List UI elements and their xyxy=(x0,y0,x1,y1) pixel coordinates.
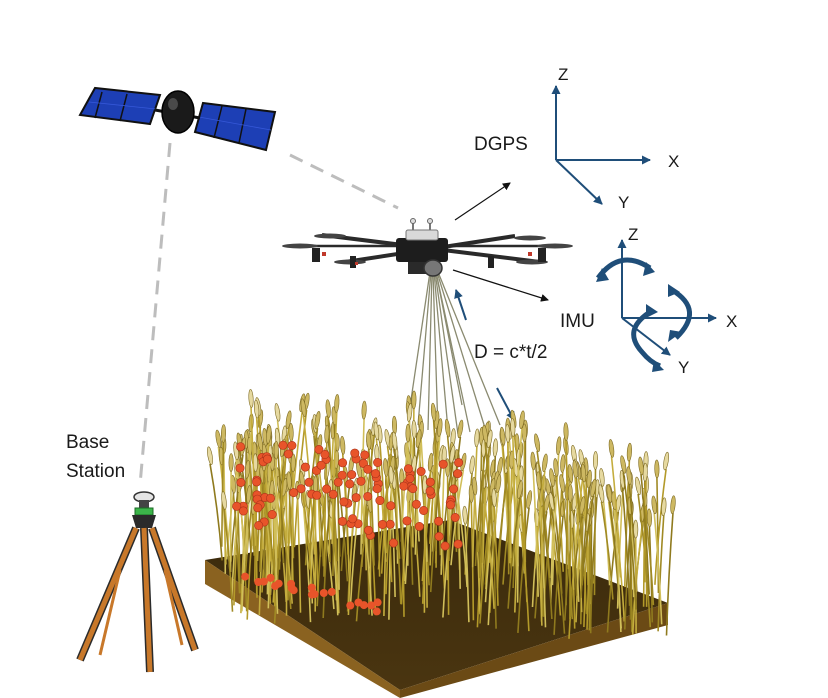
dgps-x-label: X xyxy=(668,152,679,171)
laser-beams xyxy=(407,271,501,435)
sampled-points xyxy=(232,440,464,616)
imu-z-label: Z xyxy=(628,225,638,244)
base-station-tripod-icon xyxy=(76,491,199,673)
signal-line-uav xyxy=(289,153,399,210)
satellite-icon xyxy=(78,86,277,152)
pulse-up-arrow xyxy=(454,289,467,321)
wheat-canopy xyxy=(207,389,676,639)
dgps-label: DGPS xyxy=(474,134,528,155)
dgps-y-label: Y xyxy=(618,193,629,212)
drone-icon xyxy=(282,218,573,277)
dgps-pointer-arrow xyxy=(454,182,511,221)
signal-line-base xyxy=(138,142,172,486)
imu-pointer-arrow xyxy=(452,269,549,302)
imu-x-label: X xyxy=(726,312,737,331)
imu-y-label: Y xyxy=(678,358,689,377)
imu-axes: Z X Y xyxy=(595,225,737,377)
dgps-z-label: Z xyxy=(558,65,568,84)
base-station-label: Base Station xyxy=(66,432,125,482)
imu-label: IMU xyxy=(560,311,595,332)
rotation-arrow-y-icon xyxy=(631,309,661,369)
dgps-axes: Z X Y xyxy=(551,65,679,212)
range-formula: D = c*t/2 xyxy=(474,342,547,363)
